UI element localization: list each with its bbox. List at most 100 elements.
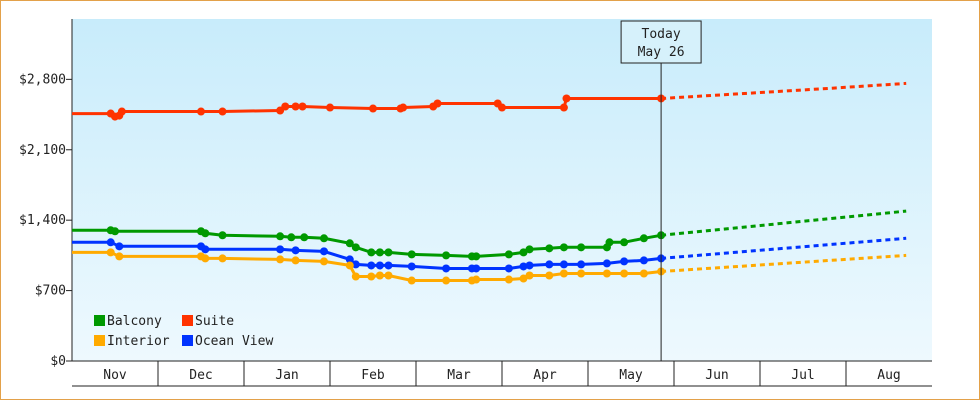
today-label: Today: [642, 27, 681, 42]
data-point-interior[interactable]: [319, 257, 328, 266]
data-point-ocean-view[interactable]: [519, 262, 528, 271]
data-point-interior[interactable]: [345, 261, 354, 270]
data-point-balcony[interactable]: [407, 250, 416, 259]
data-point-ocean-view[interactable]: [319, 247, 328, 256]
y-tick-label: $0: [50, 354, 66, 369]
data-point-ocean-view[interactable]: [559, 260, 568, 269]
data-point-interior[interactable]: [276, 255, 285, 264]
data-point-balcony[interactable]: [319, 234, 328, 243]
data-point-balcony[interactable]: [218, 231, 227, 240]
data-point-balcony[interactable]: [519, 248, 528, 257]
data-point-balcony[interactable]: [300, 233, 309, 242]
data-point-suite[interactable]: [562, 94, 571, 103]
data-point-suite[interactable]: [291, 102, 300, 111]
data-point-suite[interactable]: [399, 103, 408, 112]
data-point-suite[interactable]: [559, 103, 568, 112]
data-point-suite[interactable]: [498, 103, 506, 112]
data-point-ocean-view[interactable]: [577, 260, 586, 269]
data-point-ocean-view[interactable]: [115, 242, 124, 251]
legend-item-ocean-view[interactable]: Ocean View: [182, 334, 273, 349]
data-point-suite[interactable]: [281, 102, 290, 111]
data-point-interior[interactable]: [519, 274, 528, 283]
data-point-balcony[interactable]: [639, 234, 648, 243]
data-point-ocean-view[interactable]: [276, 245, 285, 254]
data-point-balcony[interactable]: [375, 248, 384, 257]
data-point-suite[interactable]: [218, 107, 227, 116]
data-point-ocean-view[interactable]: [201, 245, 210, 254]
data-point-interior[interactable]: [472, 275, 481, 284]
data-point-balcony[interactable]: [605, 238, 614, 247]
data-point-balcony[interactable]: [287, 233, 296, 242]
data-point-interior[interactable]: [407, 276, 416, 285]
data-point-balcony[interactable]: [545, 244, 554, 253]
legend-item-suite[interactable]: Suite: [182, 314, 234, 329]
data-point-balcony[interactable]: [111, 227, 119, 236]
data-point-ocean-view[interactable]: [407, 262, 416, 271]
data-point-balcony[interactable]: [345, 239, 354, 248]
data-point-balcony[interactable]: [201, 229, 210, 238]
data-point-interior[interactable]: [218, 254, 227, 263]
data-point-interior[interactable]: [577, 269, 586, 278]
legend-label: Balcony: [107, 314, 162, 329]
data-point-balcony[interactable]: [577, 243, 586, 252]
data-point-interior[interactable]: [602, 269, 611, 278]
legend-item-balcony[interactable]: Balcony: [94, 314, 162, 329]
data-point-interior[interactable]: [367, 272, 376, 281]
data-point-suite[interactable]: [298, 102, 307, 111]
data-point-ocean-view[interactable]: [375, 261, 384, 270]
data-point-balcony[interactable]: [525, 245, 534, 254]
data-point-ocean-view[interactable]: [472, 264, 481, 273]
data-point-balcony[interactable]: [504, 250, 513, 259]
data-point-ocean-view[interactable]: [345, 255, 354, 264]
data-point-interior[interactable]: [291, 256, 300, 265]
data-point-balcony[interactable]: [559, 243, 568, 252]
data-point-ocean-view[interactable]: [620, 257, 629, 266]
data-point-ocean-view[interactable]: [639, 256, 648, 265]
data-point-balcony[interactable]: [442, 251, 451, 260]
x-month-label: May: [619, 368, 643, 383]
data-point-suite[interactable]: [326, 103, 334, 112]
data-point-interior[interactable]: [620, 269, 629, 278]
data-point-interior[interactable]: [525, 271, 534, 280]
data-point-ocean-view[interactable]: [291, 246, 300, 255]
data-point-interior[interactable]: [504, 275, 513, 284]
x-month-label: Jun: [705, 368, 728, 383]
data-point-interior[interactable]: [351, 272, 360, 281]
data-point-interior[interactable]: [384, 271, 393, 280]
data-point-balcony[interactable]: [472, 252, 481, 261]
data-point-interior[interactable]: [115, 252, 124, 261]
data-point-balcony[interactable]: [351, 243, 360, 252]
data-point-ocean-view[interactable]: [384, 261, 393, 270]
data-point-interior[interactable]: [639, 269, 648, 278]
data-point-ocean-view[interactable]: [525, 261, 534, 270]
series-balcony: [72, 209, 907, 261]
x-month-label: Jul: [791, 368, 814, 383]
data-point-ocean-view[interactable]: [545, 260, 554, 269]
data-point-ocean-view[interactable]: [367, 261, 376, 270]
data-point-interior[interactable]: [442, 276, 451, 285]
data-point-interior[interactable]: [545, 271, 554, 280]
data-point-ocean-view[interactable]: [442, 264, 451, 273]
data-point-interior[interactable]: [375, 271, 384, 280]
data-point-suite[interactable]: [369, 104, 377, 113]
forecast-line-suite: [661, 81, 907, 100]
data-point-ocean-view[interactable]: [504, 264, 513, 273]
data-point-suite[interactable]: [197, 107, 205, 116]
data-point-ocean-view[interactable]: [106, 238, 115, 247]
data-point-interior[interactable]: [559, 269, 568, 278]
data-point-ocean-view[interactable]: [351, 260, 360, 269]
legend-item-interior[interactable]: Interior: [94, 334, 170, 349]
data-point-balcony[interactable]: [276, 232, 285, 241]
series-interior: [72, 248, 907, 285]
data-point-interior[interactable]: [201, 254, 210, 263]
data-point-balcony[interactable]: [367, 248, 376, 257]
data-point-ocean-view[interactable]: [602, 259, 611, 268]
data-point-suite[interactable]: [433, 99, 442, 108]
data-point-balcony[interactable]: [384, 248, 393, 257]
y-tick-label: $700: [35, 284, 66, 299]
data-point-interior[interactable]: [106, 248, 115, 257]
data-point-balcony[interactable]: [620, 238, 629, 247]
data-point-suite[interactable]: [117, 107, 126, 116]
y-axis: $0 $700 $1,400 $2,100 $2,800: [19, 19, 73, 369]
